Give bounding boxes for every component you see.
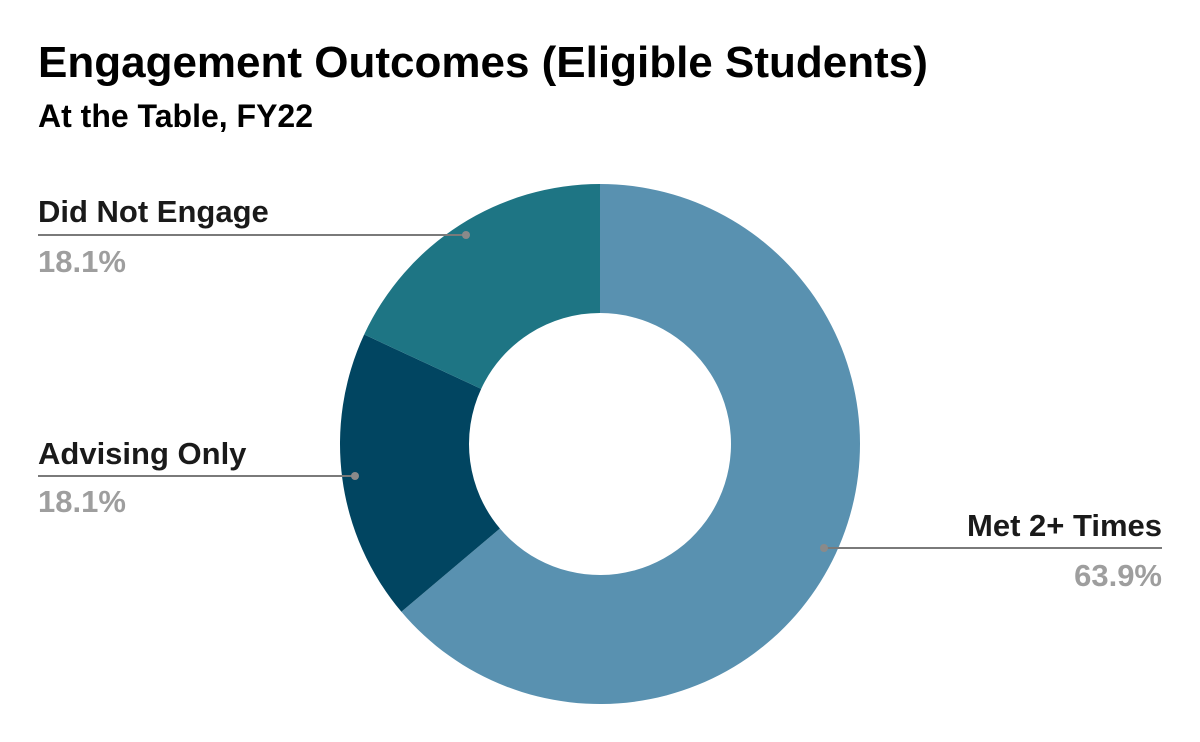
leader-dot-did-not-engage <box>462 231 470 239</box>
value-label-advising-only: 18.1% <box>38 484 126 519</box>
label-did-not-engage: Did Not Engage <box>38 194 269 229</box>
slice-advising-only <box>339 334 500 612</box>
label-advising-only: Advising Only <box>38 436 247 471</box>
chart-title: Engagement Outcomes (Eligible Students) <box>38 38 928 87</box>
label-met-2-times: Met 2+ Times <box>967 508 1162 543</box>
slice-did-not-engage <box>364 184 600 389</box>
slice-met-2-times <box>401 184 860 704</box>
chart-subtitle: At the Table, FY22 <box>38 98 314 134</box>
leader-dot-advising-only <box>351 472 359 480</box>
value-label-did-not-engage: 18.1% <box>38 244 126 279</box>
value-label-met-2-times: 63.9% <box>1074 558 1162 593</box>
leader-dot-met-2-times <box>820 544 828 552</box>
